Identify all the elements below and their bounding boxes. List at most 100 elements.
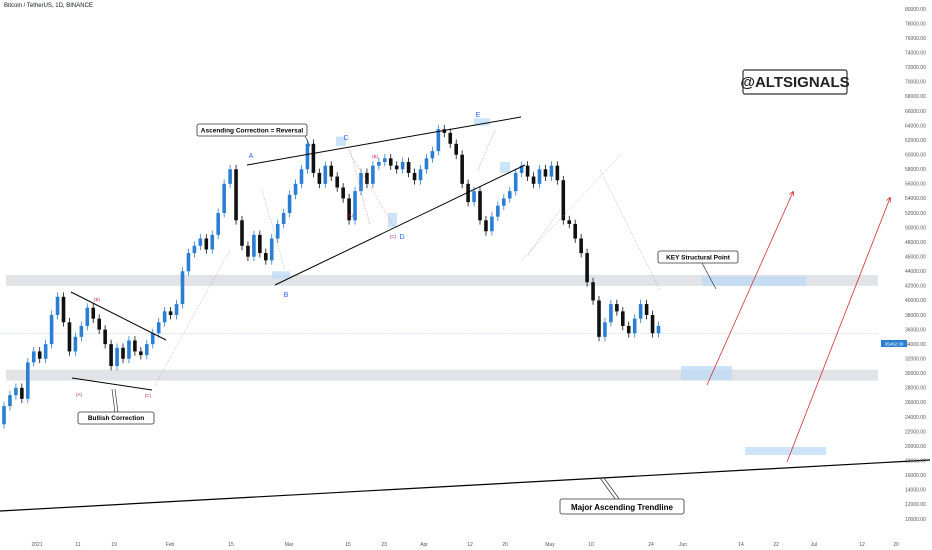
candle — [335, 176, 339, 188]
helper-line — [261, 189, 286, 271]
candle — [656, 325, 661, 334]
y-tick-label: 50000.00 — [905, 225, 926, 231]
y-tick-label: 76000.00 — [905, 36, 926, 42]
candle — [502, 198, 506, 206]
y-tick-label: 28000.00 — [905, 386, 926, 392]
candle — [168, 311, 173, 315]
candle — [67, 322, 72, 352]
y-tick-label: 74000.00 — [905, 51, 926, 57]
y-tick-label: 72000.00 — [905, 65, 926, 71]
candle — [400, 162, 405, 170]
watermark: @ALTSIGNALS — [740, 69, 850, 95]
y-tick-label: 56000.00 — [905, 182, 926, 188]
wave-dotted-line — [347, 149, 396, 229]
candle — [180, 271, 185, 305]
x-tick-label: 11 — [75, 542, 80, 548]
candle — [579, 238, 583, 254]
x-tick-label: 23 — [381, 542, 387, 548]
candle — [145, 344, 149, 356]
candle — [311, 143, 316, 173]
last-price-tag: 35462.09 — [881, 340, 907, 347]
candle — [359, 172, 363, 192]
candle — [2, 406, 6, 425]
x-tick-label: 12 — [467, 542, 473, 548]
projection-arrow — [786, 198, 890, 463]
watermark-text: @ALTSIGNALS — [740, 74, 849, 91]
candle — [305, 143, 310, 170]
y-tick-label: 46000.00 — [905, 255, 926, 261]
y-tick-label: 20000.00 — [905, 444, 926, 450]
wave-label-a: A — [249, 153, 254, 160]
y-tick-label: 70000.00 — [905, 80, 926, 86]
highlight-box — [388, 213, 397, 228]
x-tick-label: Jun — [679, 542, 687, 548]
wave-dotted-line — [477, 129, 496, 171]
last-price-value: 35462.09 — [885, 342, 904, 347]
candle — [174, 304, 179, 315]
y-tick-label: 40000.00 — [905, 298, 926, 304]
candle — [424, 158, 429, 170]
candle — [490, 216, 494, 232]
candle — [454, 143, 458, 155]
candle — [371, 165, 375, 184]
y-tick-label: 32000.00 — [905, 357, 926, 363]
candle — [561, 180, 566, 221]
wave-label-rc2: (C) — [390, 234, 397, 239]
candle — [258, 234, 262, 254]
highlight-box — [500, 162, 510, 173]
candle — [460, 154, 464, 184]
candle — [603, 322, 607, 337]
highlight-box — [272, 271, 290, 279]
chart-title: Bitcoin / TetherUS, 1D, BINANCE — [4, 3, 93, 9]
trendlines — [0, 116, 931, 512]
candle — [162, 311, 167, 323]
y-tick-label: 26000.00 — [905, 400, 926, 406]
candle — [133, 340, 137, 352]
wave-labels: A B C D E (A) (B) (C) (A) (B) (C) — [76, 112, 481, 398]
candle — [406, 162, 411, 173]
candle — [567, 220, 572, 224]
candle — [234, 169, 238, 221]
support-zones — [6, 274, 878, 381]
wave-dotted-line — [349, 149, 371, 226]
candle — [388, 158, 393, 166]
wave-label-e: E — [476, 112, 481, 119]
support-zone — [6, 274, 878, 286]
candle — [466, 183, 470, 203]
wave-label-b: B — [284, 292, 289, 299]
candle — [543, 169, 548, 177]
x-tick-label: 19 — [111, 542, 117, 548]
candle — [73, 336, 78, 352]
candle — [91, 307, 96, 319]
candle — [615, 304, 619, 312]
wave-label-rc1: (C) — [145, 393, 152, 398]
candle — [49, 315, 54, 345]
x-tick-label: Feb — [166, 542, 175, 548]
wave-label-d: D — [399, 234, 404, 241]
candle — [198, 238, 203, 246]
x-tick-label: May — [545, 542, 555, 548]
candle — [573, 223, 577, 239]
projection-arrows — [706, 192, 890, 463]
candle — [484, 220, 488, 232]
helper-line — [521, 152, 623, 261]
candle — [186, 253, 191, 272]
y-tick-label: 10000.00 — [905, 517, 926, 523]
candle — [210, 234, 215, 250]
y-tick-label: 22000.00 — [905, 429, 926, 435]
candle — [525, 165, 530, 177]
candle — [61, 296, 66, 323]
candle — [150, 333, 155, 345]
candle — [609, 304, 613, 323]
x-tick-label: 15 — [228, 542, 234, 548]
candle — [8, 395, 12, 407]
candle — [519, 165, 524, 173]
candle — [549, 165, 554, 177]
candle — [644, 304, 649, 315]
candle — [20, 387, 24, 399]
x-tick-label: Apr — [420, 542, 428, 548]
y-tick-label: 66000.00 — [905, 109, 926, 115]
candle — [365, 172, 369, 184]
trendline — [70, 291, 167, 341]
